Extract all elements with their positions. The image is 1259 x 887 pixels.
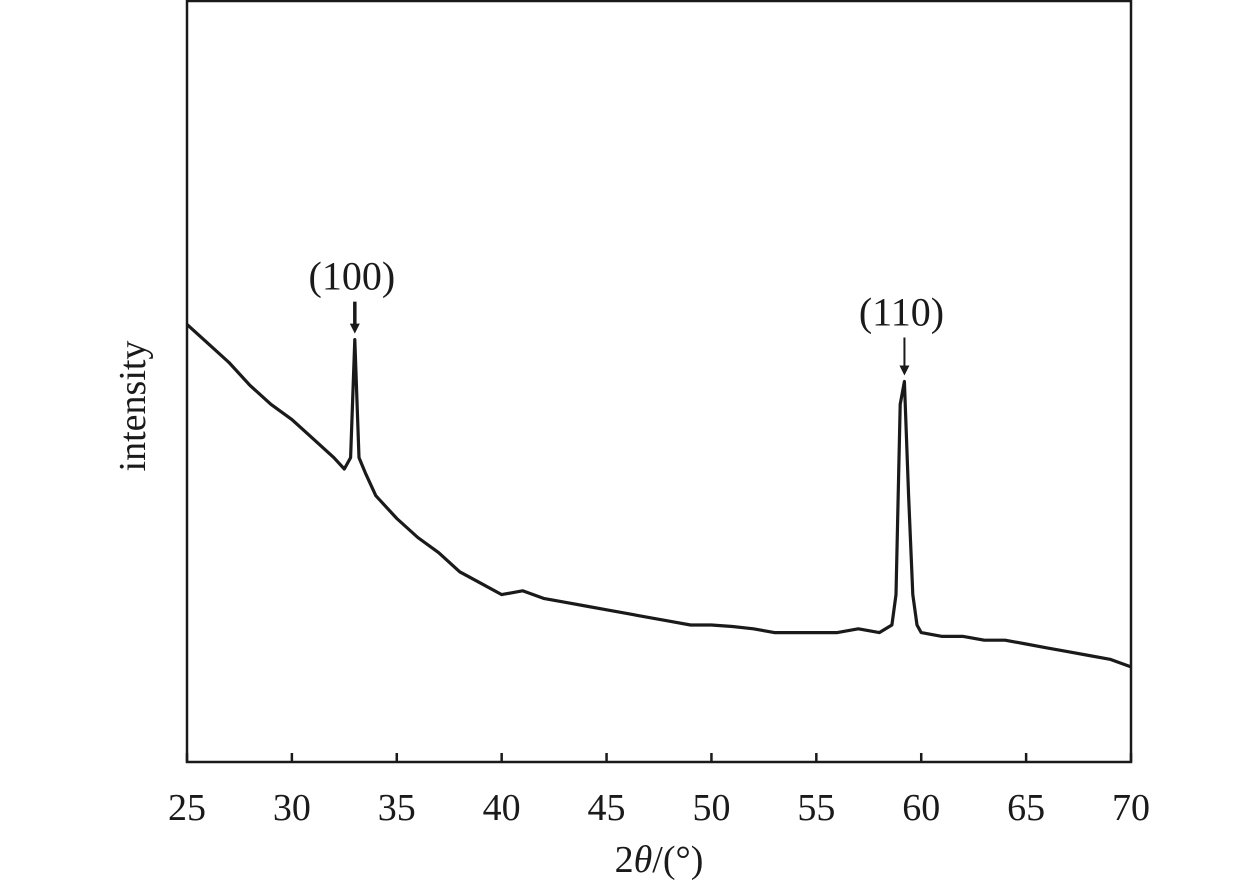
series-line (185, 323, 1132, 669)
x-tick-label: 50 (692, 787, 730, 829)
annotation-arrow-head (899, 365, 910, 376)
x-tick-label: 25 (168, 787, 206, 829)
x-tick-label: 35 (378, 787, 416, 829)
x-tick-label: 45 (588, 787, 626, 829)
x-tick-label: 70 (1112, 787, 1150, 829)
peak-annotation-label: (110) (859, 290, 944, 335)
x-tick-label: 60 (902, 787, 940, 829)
y-axis-label: intensity (112, 341, 154, 472)
x-axis-ticks (185, 753, 1133, 762)
x-tick-label: 30 (273, 787, 311, 829)
peak-annotations: (100) (110) (309, 254, 944, 376)
annotation-arrow-head (349, 323, 360, 334)
x-axis-tick-labels: 25 30 35 40 45 50 55 60 65 70 (168, 787, 1150, 829)
peak-annotation-label: (100) (309, 254, 396, 299)
x-tick-label: 65 (1007, 787, 1045, 829)
plot-frame (185, 0, 1133, 764)
x-tick-label: 55 (797, 787, 835, 829)
x-tick-label: 40 (483, 787, 521, 829)
x-axis-label: 2θ/(°) (615, 839, 704, 881)
